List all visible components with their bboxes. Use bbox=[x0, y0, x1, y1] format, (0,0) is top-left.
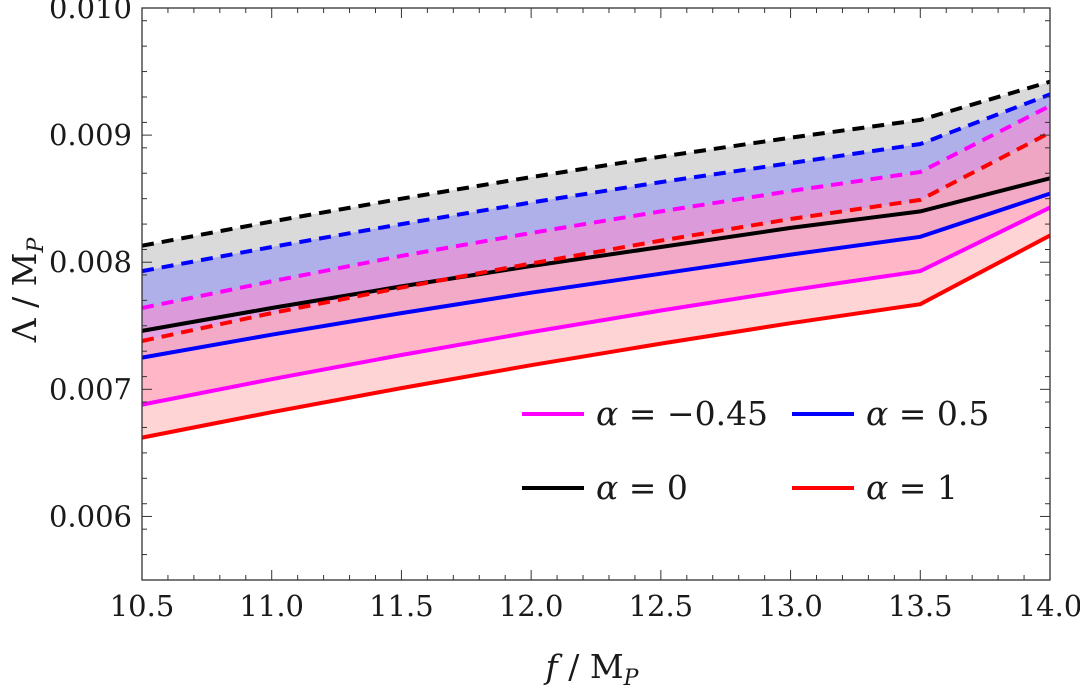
y-axis-title: Λ / MP bbox=[5, 237, 49, 344]
series-lower-line-0 bbox=[141, 176, 1051, 333]
x-tick-label: 13.0 bbox=[758, 589, 823, 623]
y-tick-label: 0.007 bbox=[49, 372, 132, 406]
x-tick-label: 14.0 bbox=[1018, 589, 1080, 623]
x-tick-label: 11.0 bbox=[239, 589, 304, 623]
x-tick-label: 13.5 bbox=[888, 589, 953, 623]
confidence-bands bbox=[142, 81, 1050, 438]
x-axis-title: f / MP bbox=[543, 647, 640, 688]
series-upper-line-3 bbox=[141, 130, 1051, 343]
legend-label: α = −0.45 bbox=[596, 394, 768, 433]
legend-label: α = 0 bbox=[596, 468, 688, 507]
legend: α = −0.45 α = 0.5 α = 0 α = 1 bbox=[522, 394, 989, 507]
y-axis-title-group: Λ / MP bbox=[5, 237, 49, 344]
x-tick-label: 11.5 bbox=[369, 589, 434, 623]
x-tick-label: 12.0 bbox=[499, 589, 564, 623]
legend-label: α = 1 bbox=[866, 468, 958, 507]
y-tick-labels: 0.006 0.007 0.008 0.009 0.010 bbox=[49, 0, 132, 533]
x-tick-labels: 10.5 11.0 11.5 12.0 12.5 13.0 13.5 14.0 bbox=[110, 589, 1080, 623]
series-upper-line-1 bbox=[141, 92, 1051, 274]
plot-frame bbox=[141, 7, 1051, 581]
y-tick-label: 0.006 bbox=[49, 499, 132, 533]
series-upper-line-2 bbox=[141, 104, 1051, 310]
x-tick-label: 10.5 bbox=[110, 589, 175, 623]
x-tick-label: 12.5 bbox=[629, 589, 694, 623]
y-tick-label: 0.009 bbox=[49, 118, 132, 152]
series-lower-line-3 bbox=[141, 233, 1051, 440]
y-tick-label: 0.008 bbox=[49, 245, 132, 279]
series-lower-line-2 bbox=[141, 205, 1051, 407]
y-tick-label: 0.010 bbox=[49, 0, 132, 25]
series-lower-line-1 bbox=[141, 191, 1051, 360]
series-lines bbox=[141, 79, 1051, 440]
series-upper-line-0 bbox=[141, 79, 1051, 248]
legend-label: α = 0.5 bbox=[866, 394, 989, 433]
